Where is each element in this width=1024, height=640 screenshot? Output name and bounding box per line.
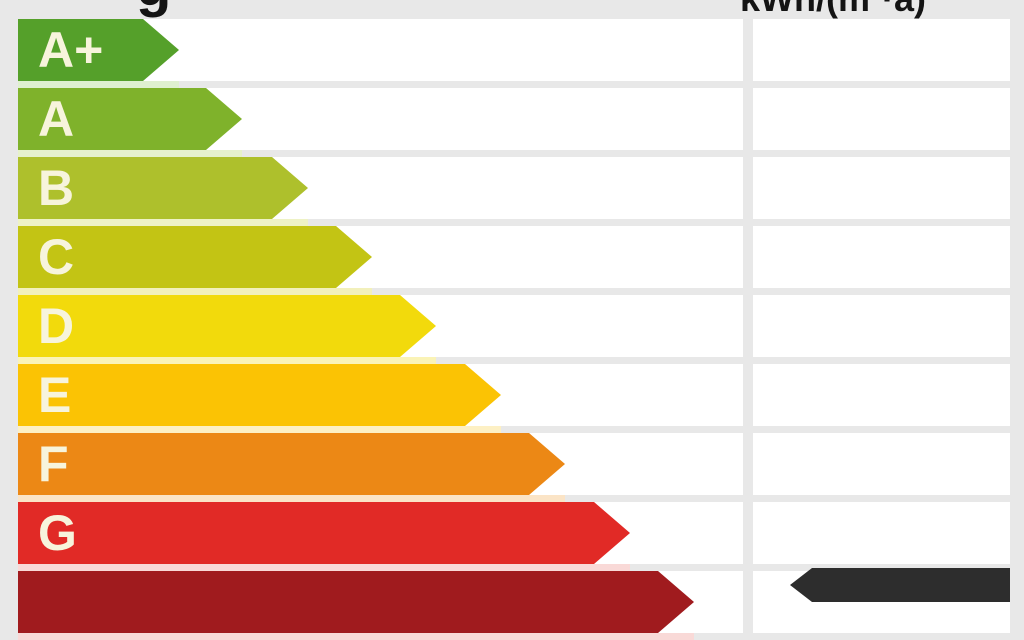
rating-arrow-E: E	[18, 364, 501, 426]
value-cell	[753, 364, 1010, 426]
scale-cell: F	[18, 433, 743, 502]
rating-row-G: G	[18, 502, 1010, 571]
arrow-glow	[18, 357, 436, 364]
value-cell	[753, 226, 1010, 288]
value-cell	[753, 157, 1010, 219]
rating-row-B: B	[18, 157, 1010, 226]
rating-arrow-A+: A+	[18, 19, 179, 81]
scale-cell: A	[18, 88, 743, 157]
rating-arrow-G: G	[18, 502, 630, 564]
scale-cell: G	[18, 502, 743, 571]
value-cell	[753, 433, 1010, 495]
arrow-glow	[18, 288, 372, 295]
rating-arrow-F: F	[18, 433, 565, 495]
rating-letter: C	[38, 229, 75, 285]
energy-rating-scale: A+ A B C D E F G	[18, 19, 1010, 640]
arrow-glow	[18, 150, 242, 157]
rating-row-F: F	[18, 433, 1010, 502]
scale-cell: C	[18, 226, 743, 295]
rating-row-D: D	[18, 295, 1010, 364]
value-cell	[753, 19, 1010, 81]
rating-letter: E	[38, 367, 72, 423]
scale-cell	[18, 571, 743, 640]
rating-letter: G	[38, 505, 77, 561]
rating-row-A+: A+	[18, 19, 1010, 88]
scale-cell: B	[18, 157, 743, 226]
rating-arrow-B: B	[18, 157, 308, 219]
rating-letter: D	[38, 298, 75, 354]
arrow-glow	[18, 564, 630, 571]
rating-arrow-A: A	[18, 88, 242, 150]
rating-letter: A+	[38, 22, 104, 78]
scale-cell: D	[18, 295, 743, 364]
arrow-glow	[18, 495, 565, 502]
rating-row-C: C	[18, 226, 1010, 295]
unit-header: kWh/(m²·a)	[713, 0, 953, 17]
rating-letter: B	[38, 160, 75, 216]
value-cell	[753, 502, 1010, 564]
rating-arrow-C: C	[18, 226, 372, 288]
value-cell	[753, 88, 1010, 150]
value-marker-arrow	[790, 568, 1010, 602]
arrow-glow	[18, 81, 179, 88]
rating-row-A: A	[18, 88, 1010, 157]
rating-letter: F	[38, 436, 69, 492]
rating-arrow-D: D	[18, 295, 436, 357]
rating-arrow-partial	[18, 571, 694, 633]
scale-cell: E	[18, 364, 743, 433]
arrow-glow	[18, 426, 501, 433]
scale-cell: A+	[18, 19, 743, 88]
page-title-partial: g	[136, 0, 171, 15]
rating-letter: A	[38, 91, 75, 147]
arrow-glow	[18, 219, 308, 226]
rating-row-E: E	[18, 364, 1010, 433]
value-cell	[753, 295, 1010, 357]
arrow-glow	[18, 633, 694, 640]
